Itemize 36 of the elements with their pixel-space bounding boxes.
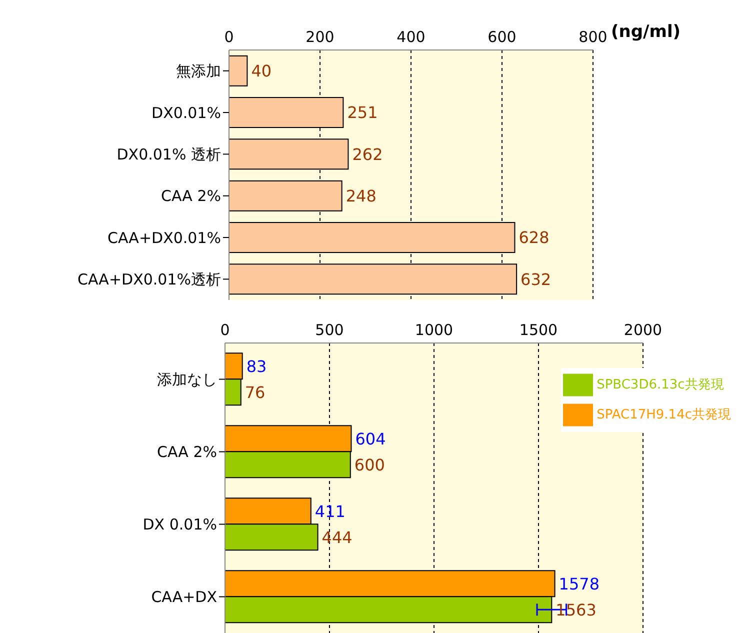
data-label: 600 — [354, 455, 385, 474]
legend-label: SPBC3D6.13c共発現 — [596, 378, 724, 393]
data-label: 444 — [322, 528, 352, 547]
y-tick-label: 無添加 — [176, 62, 221, 80]
y-tick-label: DX 0.01% — [142, 516, 217, 534]
data-label: 248 — [346, 186, 376, 206]
x-tick-label: 200 — [306, 28, 334, 46]
data-label: 76 — [244, 382, 266, 402]
data-label: 1578 — [558, 574, 600, 594]
y-tick-label: CAA+DX0.01%透析 — [78, 270, 221, 288]
data-label: 632 — [520, 270, 552, 289]
y-tick-label: DX0.01% — [152, 104, 221, 122]
x-tick-label: 600 — [488, 28, 516, 46]
x-tick-label: 2000 — [624, 321, 662, 339]
data-label: 251 — [347, 103, 378, 122]
y-tick-label: CAA+DX0.01% — [108, 228, 221, 247]
x-tick-label: 800 — [578, 28, 608, 46]
x-axis-title: (ng/ml) — [611, 22, 681, 42]
y-tick-label: 添加なし — [157, 370, 217, 389]
data-label: 628 — [518, 228, 550, 248]
y-tick-label: CAA+DX — [151, 588, 217, 606]
x-tick-label: 1500 — [519, 321, 558, 339]
y-tick-label: CAA 2% — [157, 443, 217, 462]
y-tick-label: DX0.01% 透析 — [116, 145, 221, 164]
x-tick-label: 0 — [224, 28, 234, 46]
data-label: 604 — [355, 429, 386, 448]
x-tick-label: 1000 — [414, 321, 454, 339]
legend-label: SPAC17H9.14c共発現 — [596, 408, 731, 423]
y-tick-label: CAA 2% — [161, 187, 221, 206]
data-label: 83 — [246, 356, 267, 376]
x-tick-label: 500 — [315, 321, 344, 339]
data-label: 262 — [352, 144, 383, 164]
data-label: 411 — [314, 502, 346, 521]
x-tick-label: 0 — [220, 321, 230, 339]
x-tick-label: 400 — [396, 28, 426, 46]
data-label: 40 — [251, 62, 272, 81]
